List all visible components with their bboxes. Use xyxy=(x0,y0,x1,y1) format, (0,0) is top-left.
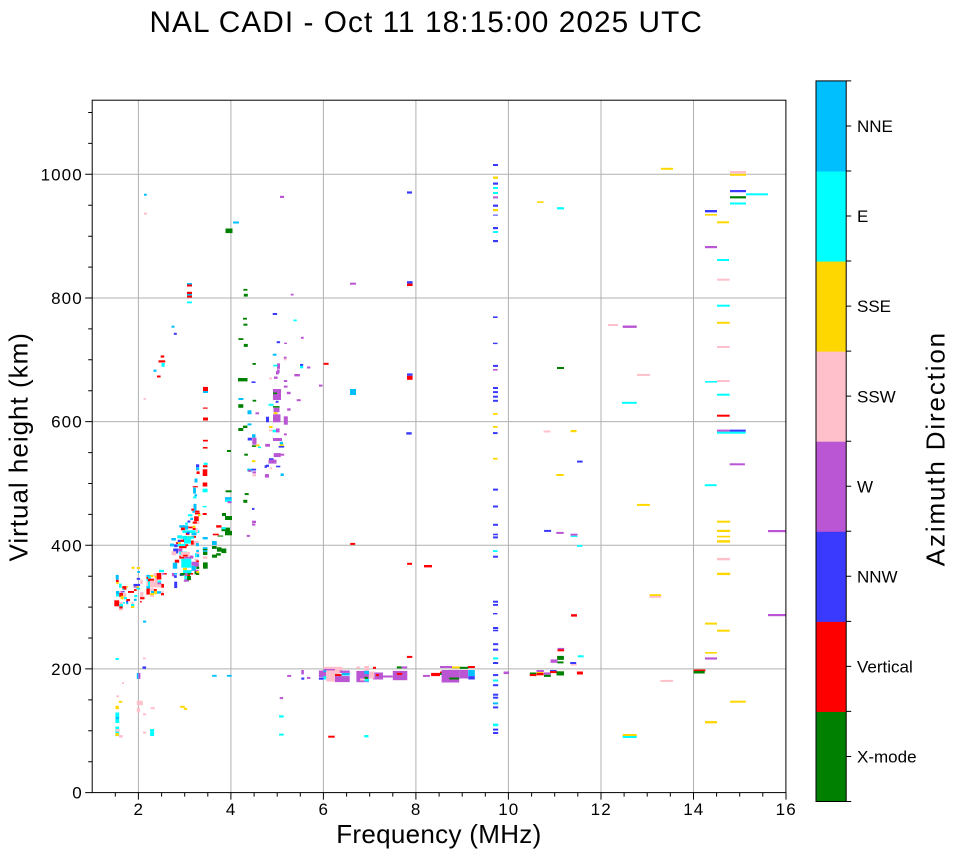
svg-text:600: 600 xyxy=(51,413,83,432)
svg-text:X-mode: X-mode xyxy=(857,748,917,767)
svg-text:W: W xyxy=(857,477,873,496)
svg-text:NNE: NNE xyxy=(857,117,893,136)
svg-text:10: 10 xyxy=(498,800,519,819)
svg-text:800: 800 xyxy=(51,289,83,308)
svg-text:12: 12 xyxy=(591,800,612,819)
svg-text:NAL CADI - Oct 11 18:15:00 202: NAL CADI - Oct 11 18:15:00 2025 UTC xyxy=(149,6,702,39)
svg-text:E: E xyxy=(857,207,868,226)
svg-text:0: 0 xyxy=(72,784,83,803)
svg-text:200: 200 xyxy=(51,660,83,679)
svg-text:4: 4 xyxy=(226,800,237,819)
svg-text:400: 400 xyxy=(51,536,83,555)
svg-text:2: 2 xyxy=(134,800,145,819)
svg-text:Virtual height (km): Virtual height (km) xyxy=(4,332,34,562)
svg-text:1000: 1000 xyxy=(41,165,83,184)
svg-text:Azimuth Direction: Azimuth Direction xyxy=(920,331,950,566)
svg-text:16: 16 xyxy=(776,800,797,819)
svg-text:SSE: SSE xyxy=(857,297,891,316)
svg-text:Vertical: Vertical xyxy=(857,658,913,677)
svg-text:6: 6 xyxy=(319,800,330,819)
svg-text:14: 14 xyxy=(683,800,704,819)
svg-text:Frequency (MHz): Frequency (MHz) xyxy=(336,819,541,849)
svg-text:SSW: SSW xyxy=(857,387,896,406)
svg-text:NNW: NNW xyxy=(857,567,898,586)
svg-text:8: 8 xyxy=(411,800,422,819)
